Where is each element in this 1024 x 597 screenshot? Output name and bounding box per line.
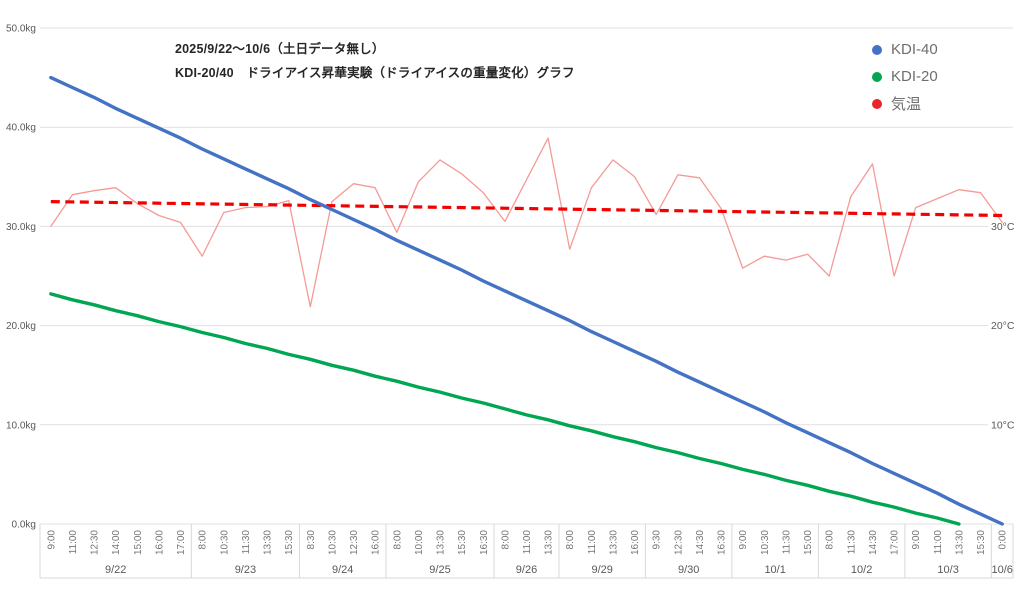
x-axis-time-label: 15:30	[284, 530, 295, 555]
x-axis-time-label: 8:30	[306, 530, 317, 550]
x-axis-time-label: 8:00	[825, 530, 836, 550]
x-axis-time-label: 8:00	[565, 530, 576, 550]
legend: KDI-40 KDI-20 気温	[872, 36, 938, 117]
x-axis-date-label: 9/29	[591, 564, 612, 576]
legend-dot-kdi40-icon	[872, 44, 882, 55]
y-axis-label-kg: 0.0kg	[12, 520, 36, 531]
y-axis-label-celsius: 20°C	[991, 320, 1015, 332]
x-axis-time-label: 9:00	[911, 530, 922, 550]
x-axis-time-label: 15:30	[457, 530, 468, 555]
x-axis-time-label: 12:30	[349, 530, 360, 555]
x-axis-time-label: 17:00	[890, 530, 901, 555]
temperature-trend-line	[50, 200, 1003, 218]
x-axis-time-label: 16:00	[630, 530, 641, 555]
x-axis-date-label: 9/23	[235, 564, 256, 576]
x-axis-time-label: 0:00	[998, 530, 1009, 550]
x-axis-time-label: 8:00	[198, 530, 209, 550]
legend-label-temperature: 気温	[891, 96, 922, 113]
x-axis-time-label: 13:30	[608, 530, 619, 555]
x-axis-time-label: 16:30	[717, 530, 728, 555]
legend-dot-kdi20-icon	[872, 71, 882, 82]
x-axis-date-label: 10/2	[851, 564, 872, 576]
x-axis-time-label: 12:30	[673, 530, 684, 555]
chart-title-line2: KDI-20/40 ドライアイス昇華実験（ドライアイスの重量変化）グラフ	[175, 66, 575, 80]
x-axis-time-label: 13:30	[954, 530, 965, 555]
x-axis-time-label: 8:00	[500, 530, 511, 550]
x-axis-time-label: 15:30	[976, 530, 987, 555]
y-axis-label-celsius: 10°C	[991, 419, 1015, 431]
y-axis-label-kg: 50.0kg	[6, 24, 36, 35]
x-axis-time-label: 10:00	[414, 530, 425, 555]
x-axis-date-label: 9/25	[429, 564, 450, 576]
kdi40-line	[49, 75, 1004, 526]
legend-item-kdi20[interactable]: KDI-20	[872, 63, 938, 90]
x-axis-time-label: 15:00	[803, 530, 814, 555]
x-axis-time-label: 13:30	[263, 530, 274, 555]
x-axis-time-label: 16:00	[154, 530, 165, 555]
legend-label-kdi20: KDI-20	[891, 68, 938, 85]
x-axis-time-label: 14:00	[111, 530, 122, 555]
legend-label-kdi40: KDI-40	[891, 41, 938, 58]
x-axis-time-label: 11:00	[522, 530, 533, 555]
kdi20-line	[49, 292, 961, 526]
chart-title: 2025/9/22～10/6（土日データ無し） KDI-20/40 ドライアイス…	[175, 37, 575, 85]
x-axis-date-label: 10/6	[991, 564, 1012, 576]
x-axis-time-label: 16:30	[479, 530, 490, 555]
x-axis-time-label: 11:00	[68, 530, 79, 555]
x-axis-time-label: 11:30	[781, 530, 792, 555]
legend-dot-temperature-icon	[872, 98, 882, 109]
y-axis-label-kg: 40.0kg	[6, 123, 36, 134]
y-axis-label-kg: 10.0kg	[6, 420, 36, 431]
x-axis-time-label: 14:30	[695, 530, 706, 555]
x-axis-time-label: 17:00	[176, 530, 187, 555]
x-axis-time-label: 11:30	[241, 530, 252, 555]
x-axis-date-label: 10/1	[764, 564, 785, 576]
x-axis-time-label: 10:30	[219, 530, 230, 555]
x-axis-time-label: 9:00	[46, 530, 57, 550]
x-axis-time-label: 12:30	[90, 530, 101, 555]
x-axis-time-label: 9:30	[652, 530, 663, 550]
temperature-line	[50, 137, 1003, 308]
x-axis-time-label: 13:30	[436, 530, 447, 555]
y-axis-label-celsius: 30°C	[991, 221, 1015, 233]
chart-title-line1: 2025/9/22～10/6（土日データ無し）	[175, 42, 385, 56]
x-axis-time-label: 8:00	[392, 530, 403, 550]
x-axis-date-label: 9/22	[105, 564, 126, 576]
x-axis-time-label: 16:00	[371, 530, 382, 555]
x-axis-time-label: 13:30	[544, 530, 555, 555]
x-axis-time-label: 9:00	[738, 530, 749, 550]
x-axis-time-label: 10:30	[760, 530, 771, 555]
x-axis-time-label: 11:00	[587, 530, 598, 555]
legend-item-temperature[interactable]: 気温	[872, 90, 938, 117]
x-axis-time-label: 14:30	[868, 530, 879, 555]
x-axis-date-label: 9/26	[516, 564, 537, 576]
x-axis-time-label: 11:30	[846, 530, 857, 555]
x-axis-date-label: 9/24	[332, 564, 353, 576]
x-axis-time-label: 10:30	[327, 530, 338, 555]
legend-item-kdi40[interactable]: KDI-40	[872, 36, 938, 63]
x-axis-date-label: 9/30	[678, 564, 699, 576]
x-axis-time-label: 11:00	[933, 530, 944, 555]
y-axis-label-kg: 20.0kg	[6, 321, 36, 332]
x-axis-time-label: 15:00	[133, 530, 144, 555]
y-axis-label-kg: 30.0kg	[6, 222, 36, 233]
x-axis-date-label: 10/3	[937, 564, 958, 576]
